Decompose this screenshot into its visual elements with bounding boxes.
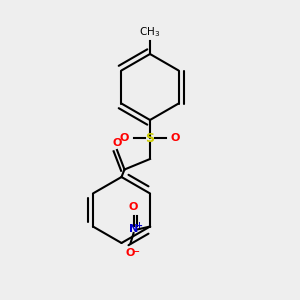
Text: −: −: [133, 248, 140, 256]
Text: S: S: [146, 131, 154, 145]
Text: CH$_3$: CH$_3$: [140, 25, 160, 39]
Text: +: +: [136, 220, 142, 230]
Text: N: N: [129, 224, 138, 235]
Text: O: O: [171, 133, 180, 143]
Text: O: O: [120, 133, 129, 143]
Text: O: O: [112, 138, 122, 148]
Text: O: O: [126, 248, 135, 257]
Text: O: O: [129, 202, 138, 212]
